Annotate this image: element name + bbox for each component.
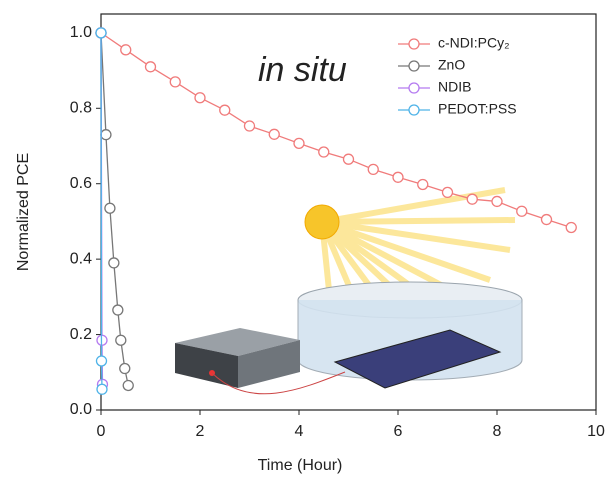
data-point — [113, 305, 123, 315]
data-point — [105, 203, 115, 213]
legend-marker — [409, 105, 419, 115]
data-point — [101, 130, 111, 140]
legend-marker — [409, 83, 419, 93]
data-point — [220, 105, 230, 115]
data-point — [245, 121, 255, 131]
data-point — [368, 164, 378, 174]
x-tick-label: 10 — [587, 423, 605, 440]
data-point — [294, 138, 304, 148]
x-tick-label: 6 — [394, 423, 403, 440]
data-point — [96, 28, 106, 38]
x-tick-label: 0 — [97, 423, 106, 440]
data-point — [96, 356, 106, 366]
data-point — [492, 196, 502, 206]
data-point — [467, 194, 477, 204]
y-tick-label: 0.6 — [70, 175, 92, 192]
data-point — [109, 258, 119, 268]
data-point — [319, 147, 329, 157]
x-tick-label: 8 — [493, 423, 502, 440]
inset-illustration — [175, 190, 522, 394]
y-tick-label: 0.0 — [70, 401, 92, 418]
data-point — [121, 45, 131, 55]
x-axis-label: Time (Hour) — [258, 457, 343, 474]
y-axis-label: Normalized PCE — [15, 153, 32, 271]
data-point — [269, 129, 279, 139]
legend-marker — [409, 39, 419, 49]
data-point — [443, 187, 453, 197]
data-point — [566, 222, 576, 232]
chart: Time (Hour) Normalized PCE in situ 0 2 4 6 8… — [0, 0, 610, 481]
legend-label: PEDOT:PSS — [438, 101, 517, 117]
x-tick-label: 4 — [295, 423, 304, 440]
data-point — [120, 364, 130, 374]
y-tick-label: 0.8 — [70, 100, 92, 117]
data-point — [344, 154, 354, 164]
data-point — [97, 384, 107, 394]
series-line — [101, 33, 102, 389]
data-point — [517, 206, 527, 216]
annotation: in situ — [258, 51, 347, 89]
data-point — [195, 93, 205, 103]
y-tick-label: 0.2 — [70, 326, 92, 343]
y-tick-label: 0.4 — [70, 250, 92, 267]
sun — [305, 205, 339, 239]
x-tick-label: 2 — [196, 423, 205, 440]
data-point — [418, 179, 428, 189]
y-tick-label: 1.0 — [70, 24, 92, 41]
legend-label: NDIB — [438, 79, 471, 95]
data-point — [170, 77, 180, 87]
data-point — [542, 215, 552, 225]
legend-label: ZnO — [438, 57, 465, 73]
legend-label: c-NDI:PCy₂ — [438, 35, 510, 51]
data-point — [393, 172, 403, 182]
data-point — [146, 62, 156, 72]
data-point — [123, 380, 133, 390]
legend-marker — [409, 61, 419, 71]
data-point — [116, 335, 126, 345]
